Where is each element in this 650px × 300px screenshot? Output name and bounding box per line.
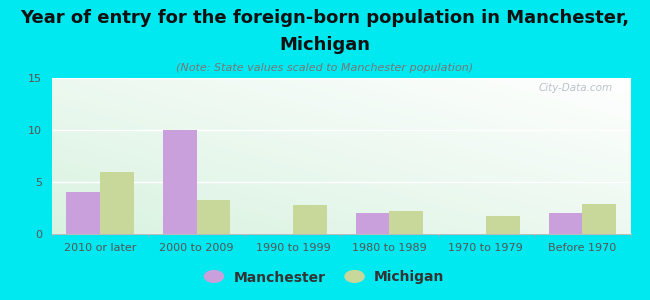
Bar bbox=[356, 213, 389, 234]
Bar bbox=[293, 205, 327, 234]
Bar bbox=[196, 200, 230, 234]
Bar bbox=[486, 216, 519, 234]
Text: City-Data.com: City-Data.com bbox=[539, 83, 613, 93]
Bar bbox=[100, 172, 134, 234]
Bar bbox=[549, 213, 582, 234]
Bar bbox=[389, 211, 423, 234]
Bar bbox=[163, 130, 196, 234]
Text: (Note: State values scaled to Manchester population): (Note: State values scaled to Manchester… bbox=[176, 63, 474, 73]
Text: Michigan: Michigan bbox=[280, 36, 370, 54]
Text: Year of entry for the foreign-born population in Manchester,: Year of entry for the foreign-born popul… bbox=[20, 9, 630, 27]
Bar bbox=[582, 204, 616, 234]
Legend: Manchester, Michigan: Manchester, Michigan bbox=[200, 265, 450, 290]
Bar bbox=[66, 192, 100, 234]
